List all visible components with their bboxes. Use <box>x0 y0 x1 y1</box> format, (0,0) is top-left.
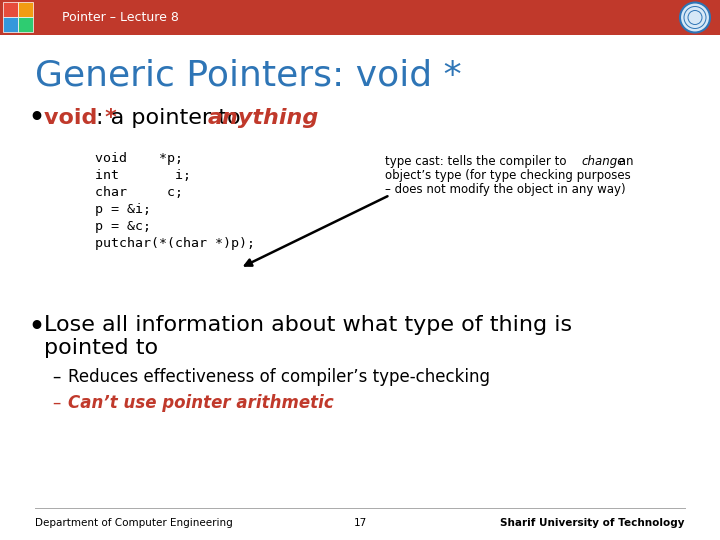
Text: – does not modify the object in any way): – does not modify the object in any way) <box>385 183 626 196</box>
Text: Generic Pointers: void *: Generic Pointers: void * <box>35 58 462 92</box>
Text: –: – <box>52 368 60 386</box>
Text: •: • <box>28 315 44 339</box>
Text: change: change <box>581 155 624 168</box>
Text: Can’t use pointer arithmetic: Can’t use pointer arithmetic <box>68 394 334 412</box>
Text: Lose all information about what type of thing is: Lose all information about what type of … <box>44 315 572 335</box>
Bar <box>18 17 33 32</box>
Text: pointed to: pointed to <box>44 338 158 358</box>
Text: char     c;: char c; <box>95 186 183 199</box>
Text: p = &i;: p = &i; <box>95 203 151 216</box>
Bar <box>0 0 720 35</box>
Text: int       i;: int i; <box>95 169 191 182</box>
Text: type cast: tells the compiler to: type cast: tells the compiler to <box>385 155 570 168</box>
Bar <box>18 2 33 17</box>
Text: putchar(*(char *)p);: putchar(*(char *)p); <box>95 237 255 250</box>
Text: void *: void * <box>44 108 117 128</box>
Text: object’s type (for type checking purposes: object’s type (for type checking purpose… <box>385 169 631 182</box>
Bar <box>3 2 18 17</box>
Text: void    *p;: void *p; <box>95 152 183 165</box>
Text: Sharif University of Technology: Sharif University of Technology <box>500 518 685 528</box>
Text: Pointer – Lecture 8: Pointer – Lecture 8 <box>62 11 179 24</box>
Circle shape <box>680 3 710 32</box>
Text: an: an <box>615 155 634 168</box>
Text: Department of Computer Engineering: Department of Computer Engineering <box>35 518 233 528</box>
Text: : a pointer to: : a pointer to <box>96 108 248 128</box>
Text: p = &c;: p = &c; <box>95 220 151 233</box>
Bar <box>3 17 18 32</box>
Text: •: • <box>28 106 44 130</box>
Text: Reduces effectiveness of compiler’s type-checking: Reduces effectiveness of compiler’s type… <box>68 368 490 386</box>
FancyArrowPatch shape <box>245 196 387 266</box>
Text: anything: anything <box>208 108 319 128</box>
Text: 17: 17 <box>354 518 366 528</box>
Text: –: – <box>52 394 60 412</box>
